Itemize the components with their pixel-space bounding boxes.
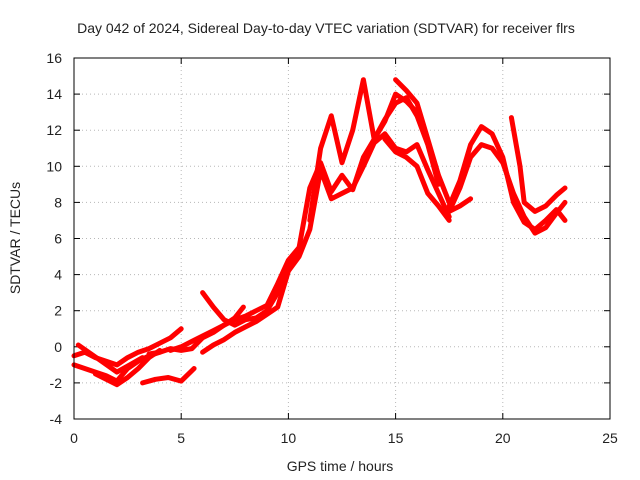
series-track-10 bbox=[307, 77, 420, 223]
series-track-15 bbox=[446, 196, 474, 214]
y-tick-label: 4 bbox=[54, 267, 62, 283]
y-tick-label: 8 bbox=[54, 194, 62, 210]
series-track-4 bbox=[92, 347, 163, 388]
x-axis-label: GPS time / hours bbox=[287, 458, 394, 474]
x-tick-label: 15 bbox=[388, 430, 404, 446]
series-track-5 bbox=[140, 366, 197, 386]
y-tick-label: -4 bbox=[50, 411, 63, 427]
chart-title: Day 042 of 2024, Sidereal Day-to-day VTE… bbox=[77, 20, 575, 36]
series-track-2 bbox=[71, 349, 163, 384]
data-series bbox=[71, 77, 568, 388]
y-axis-label: SDTVAR / TECUs bbox=[7, 182, 23, 294]
series-track-14 bbox=[446, 124, 568, 232]
y-tick-label: -2 bbox=[50, 375, 63, 391]
axis-ticks: 0 5 10 15 20 25 -4 -2 0 2 4 6 8 10 12 14 16 bbox=[46, 50, 618, 446]
x-tick-label: 10 bbox=[281, 430, 297, 446]
series-track-12 bbox=[393, 77, 452, 205]
y-tick-label: 6 bbox=[54, 231, 62, 247]
series-track-7 bbox=[168, 95, 441, 353]
y-tick-label: 0 bbox=[54, 339, 62, 355]
series-track-3 bbox=[75, 342, 146, 375]
y-tick-label: 14 bbox=[46, 86, 62, 102]
plot-frame bbox=[73, 57, 611, 420]
x-tick-label: 25 bbox=[602, 430, 618, 446]
y-tick-label: 2 bbox=[54, 303, 62, 319]
series-track-8 bbox=[200, 131, 452, 355]
series-track-9 bbox=[200, 245, 302, 328]
grid bbox=[74, 58, 610, 419]
y-tick-label: 10 bbox=[46, 158, 62, 174]
x-tick-label: 0 bbox=[70, 430, 78, 446]
y-tick-label: 16 bbox=[46, 50, 62, 66]
series-track-6 bbox=[146, 304, 246, 357]
series-track-16 bbox=[508, 115, 568, 214]
x-tick-label: 20 bbox=[495, 430, 511, 446]
x-tick-label: 5 bbox=[177, 430, 185, 446]
series-track-11 bbox=[382, 136, 452, 223]
y-tick-label: 12 bbox=[46, 122, 62, 138]
